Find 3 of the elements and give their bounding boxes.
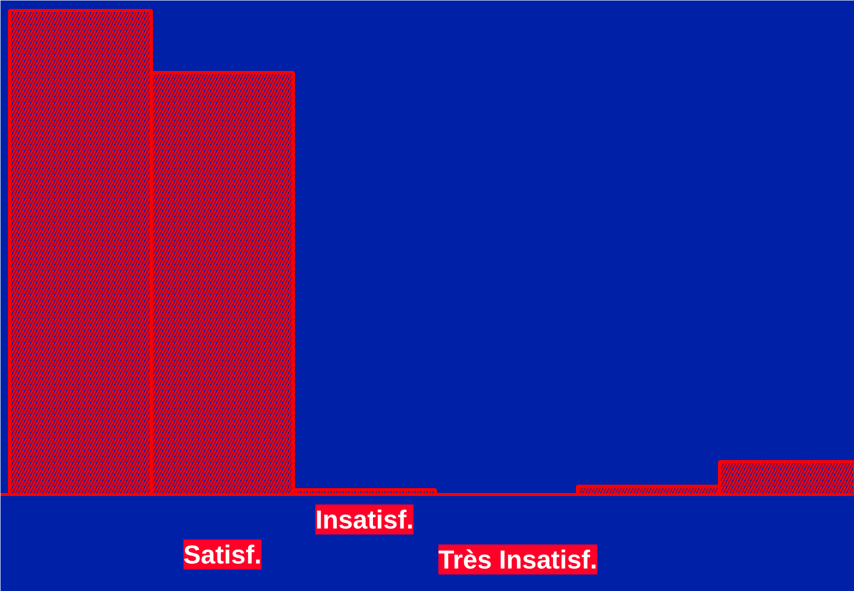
x-tick-label: Très Insatisf.	[438, 544, 598, 574]
x-tick-label: Satisf.	[183, 540, 262, 570]
x-tick-label: Insatisf.	[315, 504, 414, 534]
